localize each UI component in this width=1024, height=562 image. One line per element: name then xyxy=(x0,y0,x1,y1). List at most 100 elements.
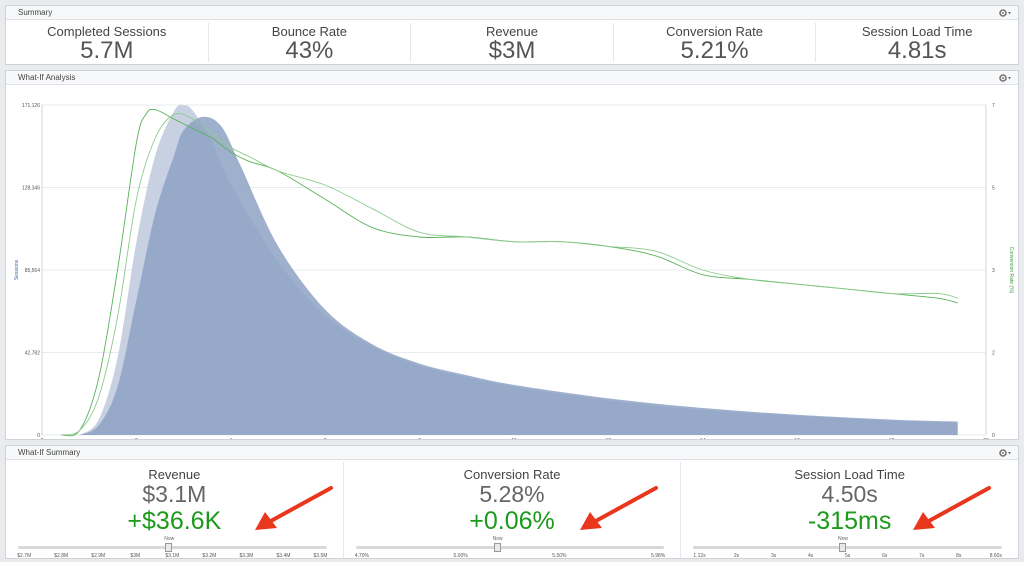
x-tick-label: 2 xyxy=(135,438,138,439)
whatif-value: $3.1M xyxy=(142,481,207,507)
kpi-value: 5.7M xyxy=(80,37,134,64)
summary-title: Summary xyxy=(18,8,53,17)
whatif-delta: -315ms xyxy=(807,507,892,535)
whatif-chart[interactable]: 0 42,782 85,564 128,346 171,126 0 2 3 5 7 0 2 4 6 8 10 1… xyxy=(6,85,1018,451)
slider-tick-label: 7s xyxy=(919,553,925,559)
slider-thumb[interactable] xyxy=(165,543,173,552)
slider-tick-label: 8.60s xyxy=(989,553,1002,559)
kpi-value: 5.21% xyxy=(680,37,749,64)
red-arrow-icon xyxy=(913,486,992,530)
whatif-label: Conversion Rate xyxy=(463,467,561,482)
y2-tick-label: 3 xyxy=(992,268,995,274)
y-tick-label: 0 xyxy=(37,433,40,439)
x-tick-label: 10 xyxy=(511,438,517,439)
slider-track[interactable] xyxy=(18,546,327,549)
summary-kpis: Completed Sessions 5.7M Bounce Rate 43% … xyxy=(6,20,1018,65)
kpi-value: 4.81s xyxy=(887,37,947,64)
slider-tick-label: $3M xyxy=(130,553,141,559)
slider-track[interactable] xyxy=(693,546,1003,549)
kpi-label: Revenue xyxy=(485,24,538,39)
y-tick-label: 85,564 xyxy=(25,268,41,274)
slider-tick-label: $3.4M xyxy=(276,553,291,559)
whatif-session-load-time: Session Load Time 4.50s -315ms Now 1.12s 2… xyxy=(681,462,1018,559)
whatif-analysis-panel: What-If Analysis 0 42,782 85,564 128,346 171… xyxy=(5,70,1019,451)
whatif-label: Session Load Time xyxy=(794,467,905,482)
kpi-label: Bounce Rate xyxy=(271,24,347,39)
slider-tick-label: 6s xyxy=(882,553,888,559)
conversion-rate-slider[interactable]: Now 4.70% 5.00% 5.50% 5.98% xyxy=(354,536,666,559)
y-tick-label: 128,346 xyxy=(22,186,40,192)
kpi-revenue: Revenue $3M xyxy=(411,23,614,64)
slider-tick-label: $2.8M xyxy=(54,553,69,559)
slider-now-label: Now xyxy=(492,536,503,542)
x-tick-label: 6 xyxy=(324,438,327,439)
slider-thumb[interactable] xyxy=(493,543,501,552)
whatif-label: Revenue xyxy=(148,467,201,482)
slider-tick-label: 4.70% xyxy=(354,553,369,559)
x-tick-label: 18 xyxy=(889,438,895,439)
y2-tick-label: 7 xyxy=(992,103,995,109)
whatif-summary-header: What-If Summary xyxy=(6,446,1018,460)
gear-icon[interactable] xyxy=(998,447,1012,459)
x-tick-label: 0 xyxy=(41,438,44,439)
y2-tick-label: 5 xyxy=(992,186,995,192)
session-load-time-slider[interactable]: Now 1.12s 2s 3s 4s 5s 6s 7s 8s 8.60s xyxy=(693,536,1003,559)
whatif-summary-panel: What-If Summary Revenue $3.1M +$36.6K No… xyxy=(5,445,1019,559)
x-tick-label: 14 xyxy=(700,438,706,439)
kpi-label: Conversion Rate xyxy=(666,24,763,39)
slider-tick-label: $3.3M xyxy=(239,553,254,559)
kpi-completed-sessions: Completed Sessions 5.7M xyxy=(6,23,209,64)
y2-tick-label: 2 xyxy=(992,351,995,357)
y-tick-label: 171,126 xyxy=(22,103,40,109)
kpi-label: Session Load Time xyxy=(861,24,973,39)
slider-tick-label: 2s xyxy=(733,553,740,559)
gear-icon[interactable] xyxy=(998,72,1012,84)
kpi-session-load-time: Session Load Time 4.81s xyxy=(816,23,1018,64)
y2-tick-label: 0 xyxy=(992,433,995,439)
slider-tick-label: 5.98% xyxy=(651,553,666,559)
kpi-value: $3M xyxy=(488,37,536,64)
summary-panel: Summary Completed Sessions 5.7M Bounce R… xyxy=(5,5,1019,65)
kpi-value: 43% xyxy=(285,37,334,64)
sessions-area-1 xyxy=(79,116,958,436)
whatif-delta: +0.06% xyxy=(469,507,555,535)
slider-tick-label: 5.00% xyxy=(453,553,468,559)
kpi-bounce-rate: Bounce Rate 43% xyxy=(209,23,412,64)
red-arrow-icon xyxy=(255,486,333,530)
x-tick-label: 20 xyxy=(983,438,989,439)
red-arrow-icon xyxy=(579,486,658,530)
whatif-value: 4.50s xyxy=(821,481,878,507)
whatif-summary-columns: Revenue $3.1M +$36.6K Now $2.7M $2.8M $2.9M… xyxy=(6,460,1018,559)
kpi-conversion-rate: Conversion Rate 5.21% xyxy=(614,23,817,64)
x-tick-label: 4 xyxy=(229,438,232,439)
y-tick-label: 42,782 xyxy=(25,351,41,357)
slider-tick-label: $3.2M xyxy=(202,553,217,559)
y-axis-label: Sessions xyxy=(14,259,20,280)
slider-tick-label: 4s xyxy=(807,553,814,559)
y2-axis-label: Conversion Rate (%) xyxy=(1008,247,1014,294)
slider-tick-label: $2.9M xyxy=(91,553,106,559)
revenue-slider[interactable]: Now $2.7M $2.8M $2.9M $3M $3.1M $3.2M $3.3M $3.4… xyxy=(17,536,328,559)
slider-tick-label: 5.50% xyxy=(552,553,567,559)
whatif-delta: +$36.6K xyxy=(127,507,222,535)
slider-now-label: Now xyxy=(838,536,849,542)
conversion-line-3 xyxy=(60,112,958,436)
slider-tick-label: 3s xyxy=(770,553,777,559)
slider-thumb[interactable] xyxy=(839,543,847,552)
kpi-label: Completed Sessions xyxy=(47,24,167,39)
slider-track[interactable] xyxy=(355,546,665,549)
whatif-revenue: Revenue $3.1M +$36.6K Now $2.7M $2.8M $2.9M… xyxy=(6,462,344,559)
slider-now-label: Now xyxy=(164,536,175,542)
whatif-summary-title: What-If Summary xyxy=(18,448,81,457)
whatif-header: What-If Analysis xyxy=(6,71,1018,85)
summary-header: Summary xyxy=(6,6,1018,20)
slider-tick-label: 5s xyxy=(845,553,851,559)
whatif-conversion-rate: Conversion Rate 5.28% +0.06% Now 4.70% 5.0… xyxy=(344,462,682,559)
slider-tick-label: $3.5M xyxy=(313,553,328,559)
slider-tick-label: $3.1M xyxy=(165,553,180,559)
whatif-title: What-If Analysis xyxy=(18,73,76,82)
slider-tick-label: 1.12s xyxy=(693,553,706,559)
slider-tick-label: 8s xyxy=(956,553,962,559)
gear-icon[interactable] xyxy=(998,7,1012,19)
whatif-value: 5.28% xyxy=(479,481,545,507)
